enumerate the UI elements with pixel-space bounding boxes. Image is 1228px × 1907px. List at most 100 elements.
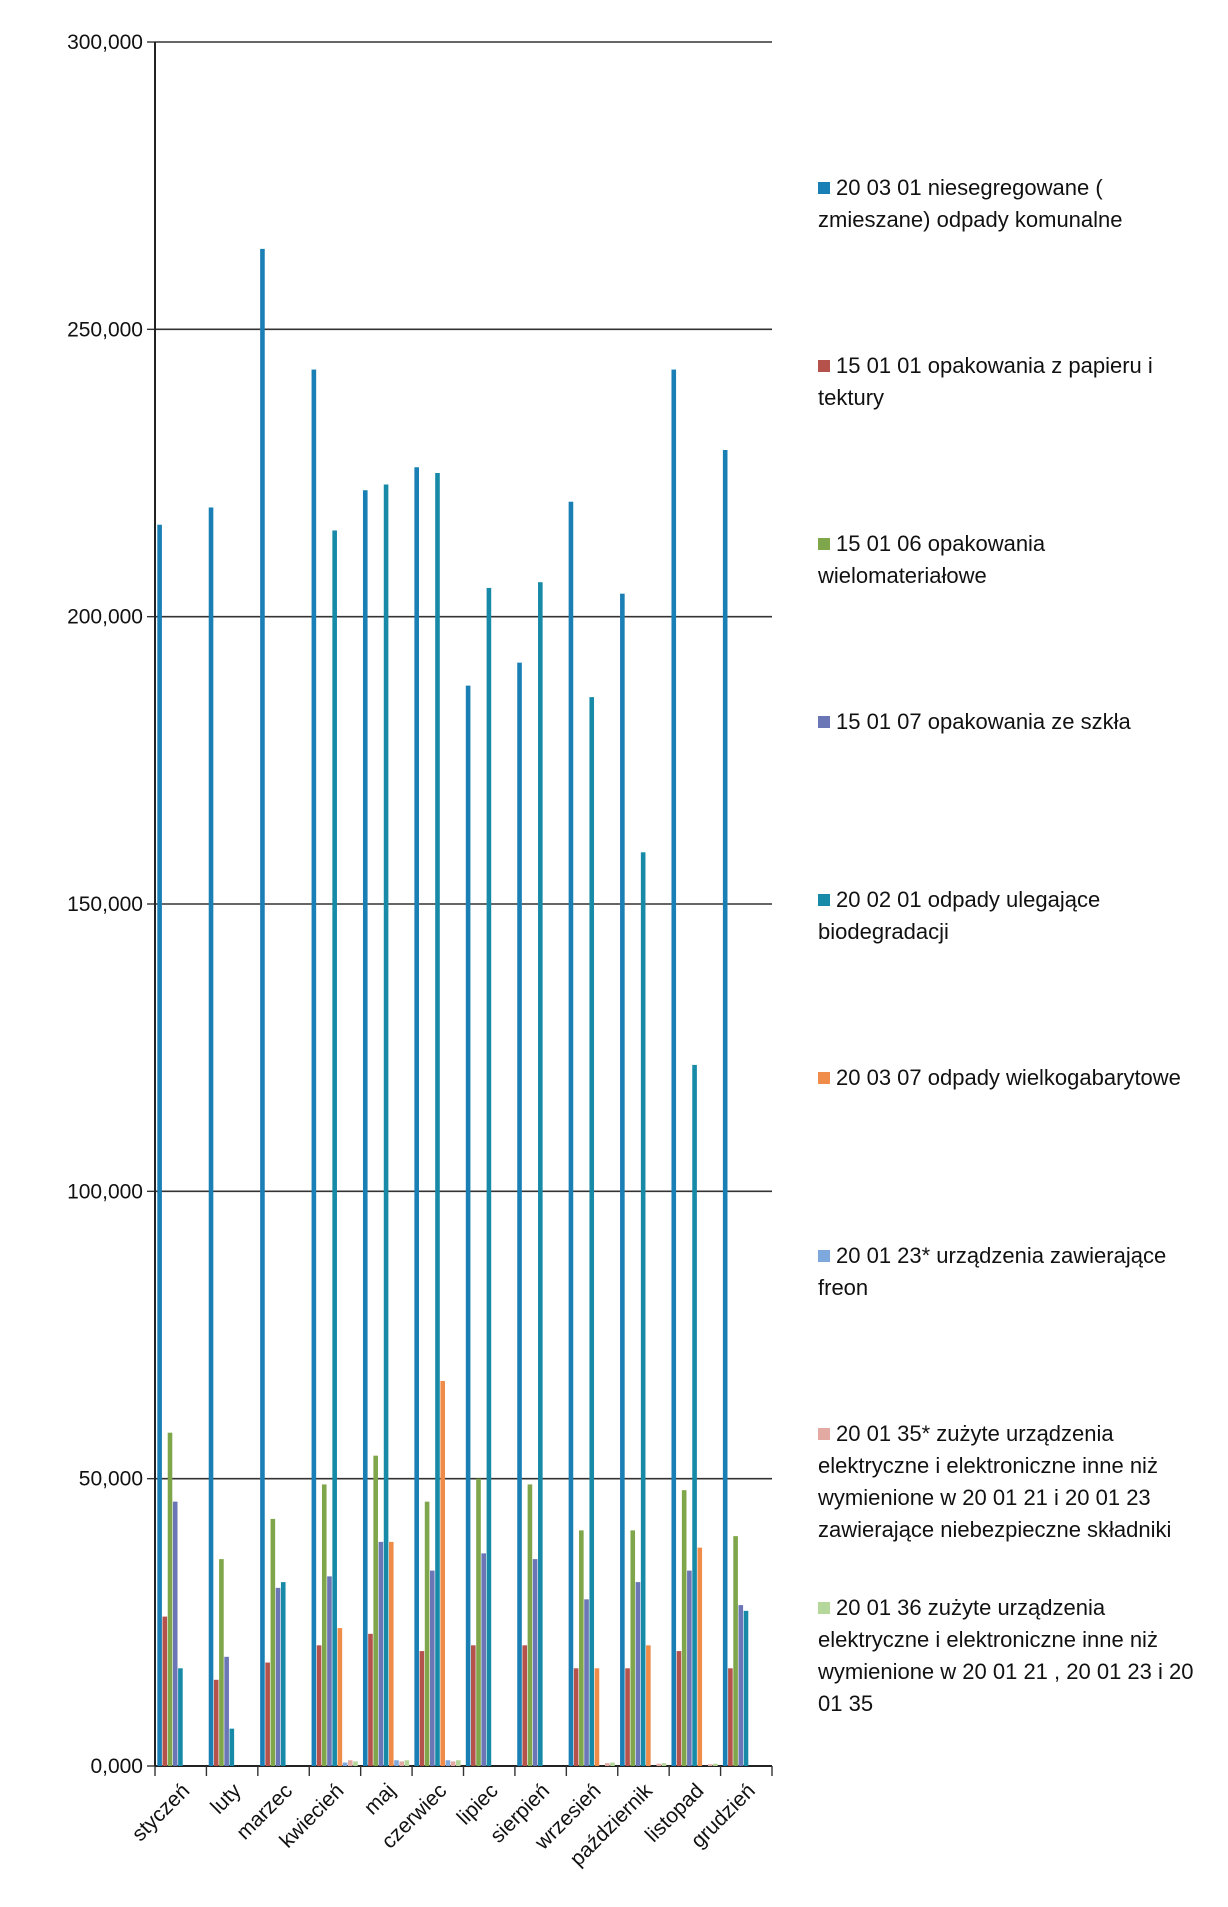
bar bbox=[671, 369, 677, 1766]
bar bbox=[527, 1484, 533, 1766]
bar bbox=[311, 369, 317, 1766]
bar bbox=[579, 1530, 584, 1766]
legend-label: 15 01 06 opakowania wielomateriałowe bbox=[818, 531, 1046, 588]
legend-item: 15 01 07 opakowania ze szkła bbox=[818, 706, 1213, 738]
bar bbox=[707, 1764, 713, 1766]
bar bbox=[681, 1490, 687, 1766]
bar bbox=[661, 1763, 667, 1766]
y-tick-label: 150,000 bbox=[67, 893, 143, 916]
bar bbox=[455, 1760, 461, 1766]
bar bbox=[728, 1668, 733, 1766]
bar bbox=[347, 1760, 353, 1766]
bar bbox=[404, 1760, 410, 1766]
bar bbox=[471, 1645, 476, 1766]
bar bbox=[630, 1530, 636, 1766]
legend-item: 20 01 35* zużyte urządzenia elektryczne … bbox=[818, 1418, 1213, 1546]
legend-item: 20 03 01 niesegregowane ( zmieszane) odp… bbox=[818, 172, 1213, 236]
legend-item: 20 01 23* urządzenia zawierające freon bbox=[818, 1240, 1213, 1304]
legend-swatch bbox=[818, 360, 830, 372]
bar bbox=[167, 1432, 173, 1766]
legend-item: 20 01 36 zużyte urządzenia elektryczne i… bbox=[818, 1592, 1213, 1720]
bar bbox=[584, 1599, 589, 1766]
bar bbox=[399, 1761, 404, 1766]
legend-item: 20 03 07 odpady wielkogabarytowe bbox=[818, 1062, 1213, 1094]
x-tick-label: luty bbox=[206, 1779, 246, 1819]
x-tick-label: styczeń bbox=[128, 1779, 195, 1846]
bar bbox=[517, 662, 522, 1766]
bar bbox=[435, 473, 440, 1766]
bar bbox=[280, 1582, 286, 1766]
bar bbox=[316, 1645, 322, 1766]
gridlines bbox=[155, 41, 772, 1767]
bar bbox=[270, 1518, 276, 1766]
legend-item: 15 01 01 opakowania z papieru i tektury bbox=[818, 350, 1213, 414]
bar bbox=[722, 450, 728, 1767]
bar bbox=[353, 1761, 358, 1766]
bar bbox=[229, 1728, 235, 1766]
legend-swatch bbox=[818, 182, 830, 194]
bar bbox=[327, 1576, 332, 1766]
bar bbox=[640, 852, 646, 1766]
legend-swatch bbox=[818, 716, 830, 728]
y-tick-label: 300,000 bbox=[67, 31, 143, 54]
bar bbox=[388, 1541, 394, 1766]
bar bbox=[676, 1651, 682, 1766]
bar bbox=[605, 1763, 610, 1766]
y-tick-label: 250,000 bbox=[67, 318, 143, 341]
bar bbox=[332, 530, 337, 1766]
bar bbox=[594, 1668, 600, 1766]
bar bbox=[620, 593, 625, 1767]
bar bbox=[378, 1541, 384, 1766]
bar bbox=[692, 1064, 697, 1766]
legend-swatch bbox=[818, 1602, 830, 1614]
bar bbox=[383, 484, 389, 1766]
legend-label: 15 01 07 opakowania ze szkła bbox=[836, 709, 1131, 734]
bar bbox=[429, 1570, 435, 1766]
legend-item: 20 02 01 odpady ulegające biodegradacji bbox=[818, 884, 1213, 948]
bar bbox=[589, 697, 595, 1766]
bar bbox=[172, 1501, 178, 1766]
legend-label: 20 01 23* urządzenia zawierające freon bbox=[818, 1243, 1167, 1300]
y-tick-label: 50,000 bbox=[79, 1468, 143, 1491]
bar bbox=[713, 1763, 718, 1766]
bar bbox=[486, 587, 492, 1766]
bar bbox=[337, 1628, 343, 1766]
bar bbox=[635, 1582, 641, 1766]
legend-swatch bbox=[818, 1428, 830, 1440]
legend-swatch bbox=[818, 1250, 830, 1262]
bar bbox=[373, 1455, 378, 1766]
bar bbox=[208, 507, 214, 1767]
bars bbox=[157, 248, 749, 1767]
legend-label: 15 01 01 opakowania z papieru i tektury bbox=[818, 353, 1153, 410]
legend-label: 20 01 35* zużyte urządzenia elektryczne … bbox=[818, 1421, 1172, 1542]
bar bbox=[568, 501, 574, 1766]
bar bbox=[419, 1651, 425, 1766]
bar bbox=[738, 1605, 744, 1766]
bar bbox=[213, 1679, 219, 1766]
legend-label: 20 03 07 odpady wielkogabarytowe bbox=[836, 1065, 1181, 1090]
bar bbox=[342, 1762, 348, 1766]
bar bbox=[219, 1559, 224, 1766]
bar bbox=[465, 685, 471, 1766]
legend-label: 20 03 01 niesegregowane ( zmieszane) odp… bbox=[818, 175, 1123, 232]
bar bbox=[476, 1478, 481, 1766]
bar bbox=[162, 1616, 168, 1766]
y-tick-labels: 0,000 50,000 100,000 150,000 200,000 250,000 3… bbox=[67, 31, 143, 1778]
bar bbox=[265, 1662, 270, 1766]
bar bbox=[414, 467, 419, 1767]
bar bbox=[362, 490, 368, 1766]
bar bbox=[440, 1380, 445, 1766]
bar bbox=[394, 1760, 399, 1766]
bar bbox=[178, 1668, 183, 1766]
legend-swatch bbox=[818, 1072, 830, 1084]
bar bbox=[538, 582, 543, 1766]
bar bbox=[697, 1547, 703, 1766]
bar bbox=[260, 248, 265, 1766]
bar bbox=[625, 1668, 630, 1766]
y-tick-label: 200,000 bbox=[67, 606, 143, 629]
legend-item: 15 01 06 opakowania wielomateriałowe bbox=[818, 528, 1213, 592]
y-tick-label: 0,000 bbox=[90, 1755, 143, 1778]
legend-swatch bbox=[818, 538, 830, 550]
bar bbox=[481, 1553, 487, 1766]
